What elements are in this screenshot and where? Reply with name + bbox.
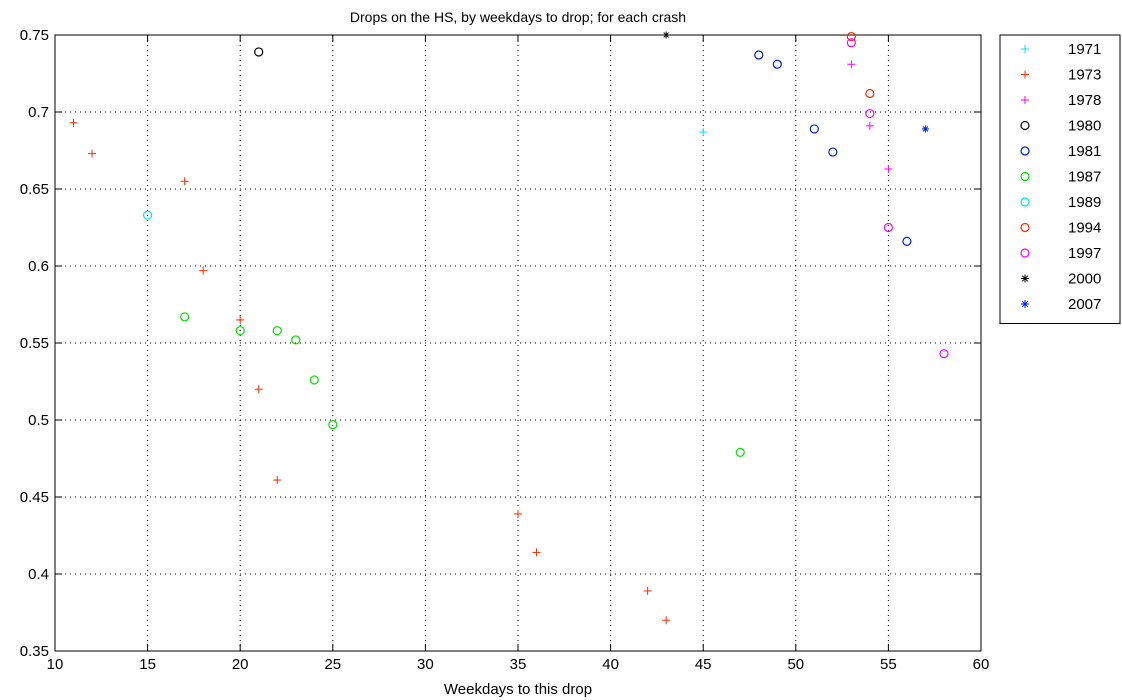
axis-ticks: 10 15 20 25 30 35 40 45 50 55 60 0.35 0.4 0.45 0.5 0.55…: [20, 27, 990, 673]
x-tick-label: 45: [695, 656, 712, 673]
data-point-1987: [273, 327, 281, 335]
data-point-1987: [310, 376, 318, 384]
y-tick-label: 0.4: [28, 566, 49, 583]
y-tick-label: 0.65: [20, 181, 49, 198]
data-point-1997: [940, 350, 948, 358]
y-tick-label: 0.35: [20, 643, 49, 660]
data-point-1981: [755, 51, 763, 59]
legend-label: 1973: [1068, 67, 1101, 84]
data-point-1973: [255, 385, 263, 393]
data-point-1971: [699, 128, 707, 136]
legend-label: 1989: [1068, 194, 1101, 211]
series-2007: [922, 125, 929, 132]
data-point-1978: [847, 60, 855, 68]
x-axis-label: Weekdays to this drop: [444, 681, 592, 698]
data-point-1973: [533, 548, 541, 556]
x-tick-label: 40: [602, 656, 619, 673]
legend-label: 1978: [1068, 92, 1101, 109]
legend-label: 1994: [1068, 220, 1101, 237]
series-1981: [755, 51, 911, 245]
legend-label: 2007: [1068, 296, 1101, 313]
x-tick-label: 10: [47, 656, 64, 673]
data-point-1978: [866, 122, 874, 130]
y-tick-label: 0.45: [20, 489, 49, 506]
x-tick-label: 35: [510, 656, 527, 673]
data-point-1997: [847, 39, 855, 47]
data-point-1973: [236, 316, 244, 324]
legend-marker-2007: [1021, 300, 1029, 308]
legend-box: [1000, 35, 1120, 324]
data-point-1981: [810, 125, 818, 133]
data-point-1973: [273, 476, 281, 484]
y-tick-label: 0.5: [28, 412, 49, 429]
axes-frame: [55, 35, 981, 651]
y-tick-label: 0.75: [20, 27, 49, 44]
legend-label: 1980: [1068, 118, 1101, 135]
data-point-1973: [88, 150, 96, 158]
legend-label: 1997: [1068, 245, 1101, 262]
x-tick-label: 60: [973, 656, 990, 673]
y-tick-label: 0.7: [28, 104, 49, 121]
x-tick-label: 50: [787, 656, 804, 673]
data-point-1981: [773, 60, 781, 68]
data-point-1973: [514, 510, 522, 518]
series-1997: [847, 39, 948, 358]
chart-title: Drops on the HS, by weekdays to drop; fo…: [350, 9, 686, 25]
data-point-1978: [884, 165, 892, 173]
series-1978: [847, 60, 892, 173]
data-points: [70, 32, 948, 625]
data-point-1973: [181, 177, 189, 185]
series-1973: [70, 119, 671, 624]
data-point-1973: [662, 616, 670, 624]
grid-lines: [55, 35, 981, 651]
legend-label: 2000: [1068, 271, 1101, 288]
x-tick-label: 30: [417, 656, 434, 673]
series-2000: [663, 32, 670, 39]
data-point-2007: [922, 125, 929, 132]
data-point-1973: [644, 587, 652, 595]
legend-label: 1981: [1068, 143, 1101, 160]
series-1980: [255, 48, 263, 56]
y-tick-label: 0.55: [20, 335, 49, 352]
data-point-1987: [736, 448, 744, 456]
x-tick-label: 15: [139, 656, 156, 673]
legend-label: 1987: [1068, 169, 1101, 186]
data-point-1973: [199, 267, 207, 275]
data-point-1987: [181, 313, 189, 321]
data-point-1997: [866, 110, 874, 118]
legend-marker-2000: [1021, 275, 1029, 283]
legend-label: 1971: [1068, 41, 1101, 58]
data-point-2000: [663, 32, 670, 39]
legend: 1971 1973 1978 1980 1981 1987 1989 1994 1997 2000…: [1000, 35, 1120, 324]
series-1987: [181, 313, 745, 457]
y-tick-label: 0.6: [28, 258, 49, 275]
data-point-1987: [329, 421, 337, 429]
data-point-1981: [829, 148, 837, 156]
x-tick-label: 25: [324, 656, 341, 673]
data-point-1994: [866, 90, 874, 98]
data-point-1981: [903, 237, 911, 245]
x-tick-label: 55: [880, 656, 897, 673]
x-tick-label: 20: [232, 656, 249, 673]
data-point-1973: [70, 119, 78, 127]
series-1971: [699, 128, 707, 136]
data-point-1980: [255, 48, 263, 56]
